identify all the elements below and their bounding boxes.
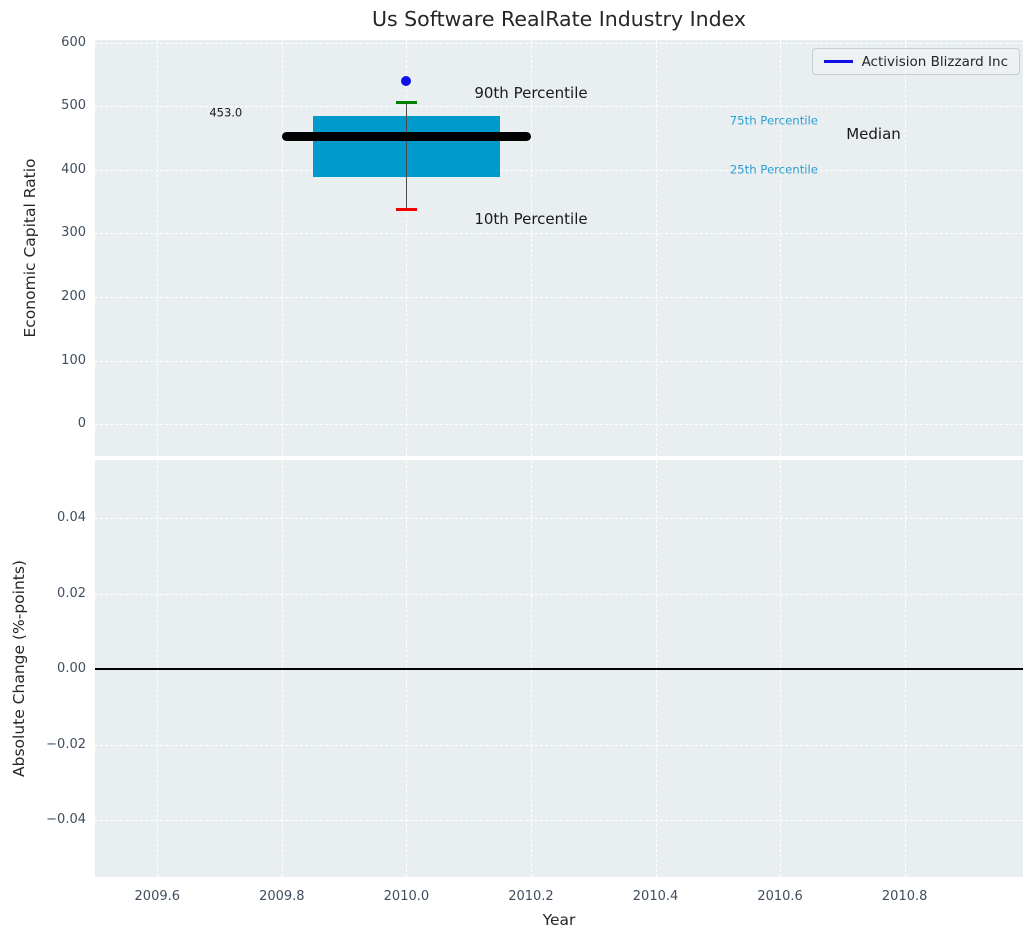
zero-change-line	[95, 668, 1023, 671]
gridline-horizontal	[95, 744, 1023, 746]
10th-percentile-label: 10th Percentile	[474, 209, 588, 228]
gridline-vertical	[530, 40, 532, 456]
gridline-horizontal	[95, 360, 1023, 362]
25th-percentile-label: 25th Percentile	[729, 162, 818, 177]
ytick-label: 500	[61, 98, 86, 114]
ytick-label: 0.02	[57, 585, 86, 601]
ytick-label: 200	[61, 288, 86, 304]
cap-90th-percentile	[395, 101, 417, 105]
company-point	[401, 75, 412, 86]
xtick-label: 2010.0	[383, 889, 430, 904]
gridline-horizontal	[95, 593, 1023, 595]
gridline-horizontal	[95, 820, 1023, 822]
legend-label: Activision Blizzard Inc	[861, 53, 1008, 70]
x-axis-label: Year	[542, 911, 576, 929]
90th-percentile-label: 90th Percentile	[474, 83, 588, 102]
gridline-vertical	[780, 40, 782, 456]
gridline-horizontal	[95, 233, 1023, 235]
gridline-vertical	[406, 40, 408, 456]
xtick-label: 2009.8	[259, 889, 305, 904]
legend: Activision Blizzard Inc	[811, 48, 1020, 75]
ytick-label: 0.00	[57, 661, 86, 677]
gridline-horizontal	[95, 106, 1023, 108]
top-plot-area	[95, 40, 1023, 456]
ytick-label: 0	[77, 416, 86, 432]
gridline-vertical	[655, 40, 657, 456]
ytick-label: 100	[61, 352, 86, 368]
ytick-label: 300	[61, 225, 86, 241]
gridline-vertical	[281, 40, 283, 456]
median-value-label: 453.0	[209, 105, 243, 120]
median-line	[281, 131, 531, 141]
ytick-label: 400	[61, 161, 86, 177]
gridline-horizontal	[95, 424, 1023, 426]
75th-percentile-label: 75th Percentile	[729, 113, 818, 128]
ytick-label: 0.04	[57, 510, 86, 526]
gridline-horizontal	[95, 169, 1023, 171]
y-axis-label-top: Economic Capital Ratio	[21, 158, 39, 338]
whisker-line	[405, 102, 407, 210]
gridline-horizontal	[95, 42, 1023, 44]
ytick-label: 600	[61, 34, 86, 50]
ytick-label: −0.02	[46, 736, 86, 752]
ytick-label: −0.04	[46, 812, 86, 828]
xtick-label: 2010.8	[881, 889, 928, 904]
gridline-horizontal	[95, 518, 1023, 520]
xtick-label: 2010.2	[508, 889, 554, 904]
legend-line-icon	[823, 60, 853, 63]
gridline-vertical	[904, 40, 906, 456]
gridline-horizontal	[95, 296, 1023, 298]
xtick-label: 2010.4	[632, 889, 679, 904]
gridline-vertical	[157, 40, 159, 456]
median-label: Median	[846, 124, 901, 143]
xtick-label: 2009.6	[134, 889, 181, 904]
chart-title: Us Software RealRate Industry Index	[371, 7, 747, 31]
xtick-label: 2010.6	[757, 889, 803, 904]
cap-10th-percentile	[395, 208, 417, 212]
